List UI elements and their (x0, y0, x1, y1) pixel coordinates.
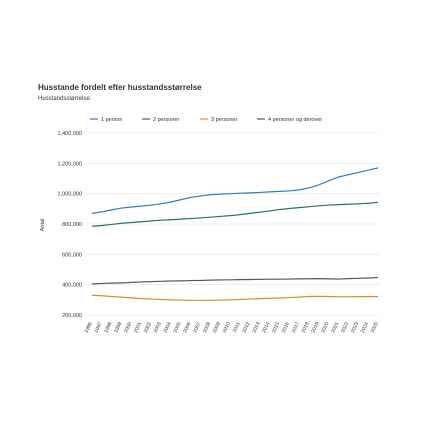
legend-label: 2 personer (153, 117, 179, 123)
y-tick-label: 200,000 (62, 313, 82, 319)
x-tick-label: 2016 (281, 321, 291, 334)
x-tick-label: 2018 (301, 321, 311, 334)
x-tick-label: 2021 (330, 321, 340, 334)
x-tick-label: 2009 (212, 321, 222, 334)
x-tick-label: 2017 (291, 321, 301, 334)
line-series (91, 276, 379, 285)
chart-title: Husstande fordelt efter husstandsstørrel… (38, 83, 202, 92)
x-tick-label: 2020 (320, 321, 330, 334)
x-tick-label: 2019 (311, 321, 321, 334)
y-axis-label: Antal (40, 219, 46, 232)
y-tick-label: 400,000 (62, 283, 82, 289)
x-tick-label: 2024 (360, 321, 370, 334)
x-tick-label: 2023 (350, 321, 360, 334)
chart-subtitle: Husstandsstørrelse: (38, 96, 92, 102)
x-tick-label: 2003 (153, 321, 163, 334)
x-tick-label: 1998 (103, 321, 113, 334)
x-tick-label: 1997 (94, 321, 104, 334)
x-tick-label: 2011 (232, 321, 242, 333)
line-series (91, 294, 379, 302)
line-series (91, 201, 379, 227)
y-tick-label: 1,200,000 (58, 161, 82, 167)
x-tick-label: 2013 (251, 321, 261, 334)
x-tick-label: 2012 (241, 321, 251, 334)
x-tick-label: 2002 (143, 321, 153, 334)
legend-label: 4 personer og derover (268, 117, 322, 123)
legend-label: 1 person (101, 117, 122, 123)
line-series (91, 167, 379, 214)
x-tick-label: 2005 (172, 321, 182, 334)
x-tick-label: 2025 (370, 321, 380, 334)
x-tick-label: 2015 (271, 321, 281, 334)
x-tick-label: 2008 (202, 321, 212, 334)
x-tick-label: 2006 (182, 321, 192, 334)
x-tick-label: 1999 (113, 321, 123, 334)
y-tick-label: 800,000 (62, 222, 82, 228)
x-tick-label: 1996 (84, 321, 94, 334)
x-tick-label: 2001 (133, 321, 143, 334)
legend-label: 3 personer (211, 117, 237, 123)
x-tick-label: 2022 (340, 321, 350, 334)
x-tick-label: 2004 (163, 321, 173, 334)
x-tick-label: 2010 (222, 321, 232, 334)
x-tick-label: 2014 (261, 321, 271, 334)
x-tick-label: 2007 (192, 321, 202, 334)
y-tick-label: 1,400,000 (58, 131, 82, 137)
y-tick-label: 600,000 (62, 252, 82, 258)
x-tick-label: 2000 (123, 321, 133, 334)
y-tick-label: 1,000,000 (58, 192, 82, 198)
